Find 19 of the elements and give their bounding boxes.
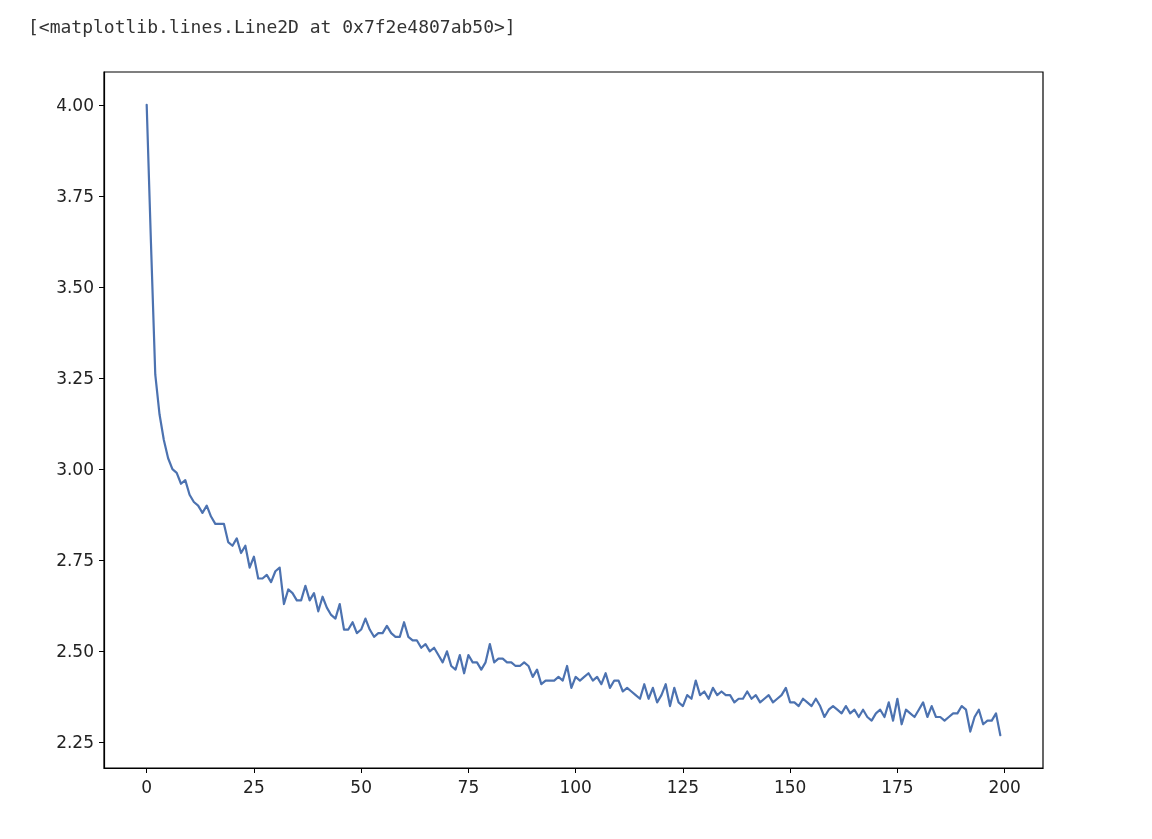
x-tick-label: 100 (559, 776, 592, 797)
x-tick-label: 50 (350, 776, 372, 797)
x-tick-label: 25 (243, 776, 265, 797)
y-tick-label: 2.75 (56, 550, 94, 571)
y-tick-label: 4.00 (56, 94, 94, 115)
y-tick-label: 2.25 (56, 732, 94, 753)
y-tick-label: 3.50 (56, 276, 94, 297)
x-tick-label: 175 (881, 776, 914, 797)
y-tick-label: 2.50 (56, 641, 94, 662)
x-tick-label: 200 (988, 776, 1021, 797)
y-tick-label: 3.75 (56, 185, 94, 206)
x-tick-label: 75 (457, 776, 480, 797)
x-tick-label: 125 (666, 776, 700, 797)
y-tick-label: 3.25 (56, 368, 94, 389)
x-tick-label: 150 (773, 776, 807, 797)
text: [<matplotlib.lines.Line2D at 0x7f2e4807ab50>] (28, 16, 516, 37)
x-tick-label: 0 (141, 776, 153, 797)
y-tick-label: 3.00 (56, 459, 94, 480)
line-series (145, 103, 1002, 737)
